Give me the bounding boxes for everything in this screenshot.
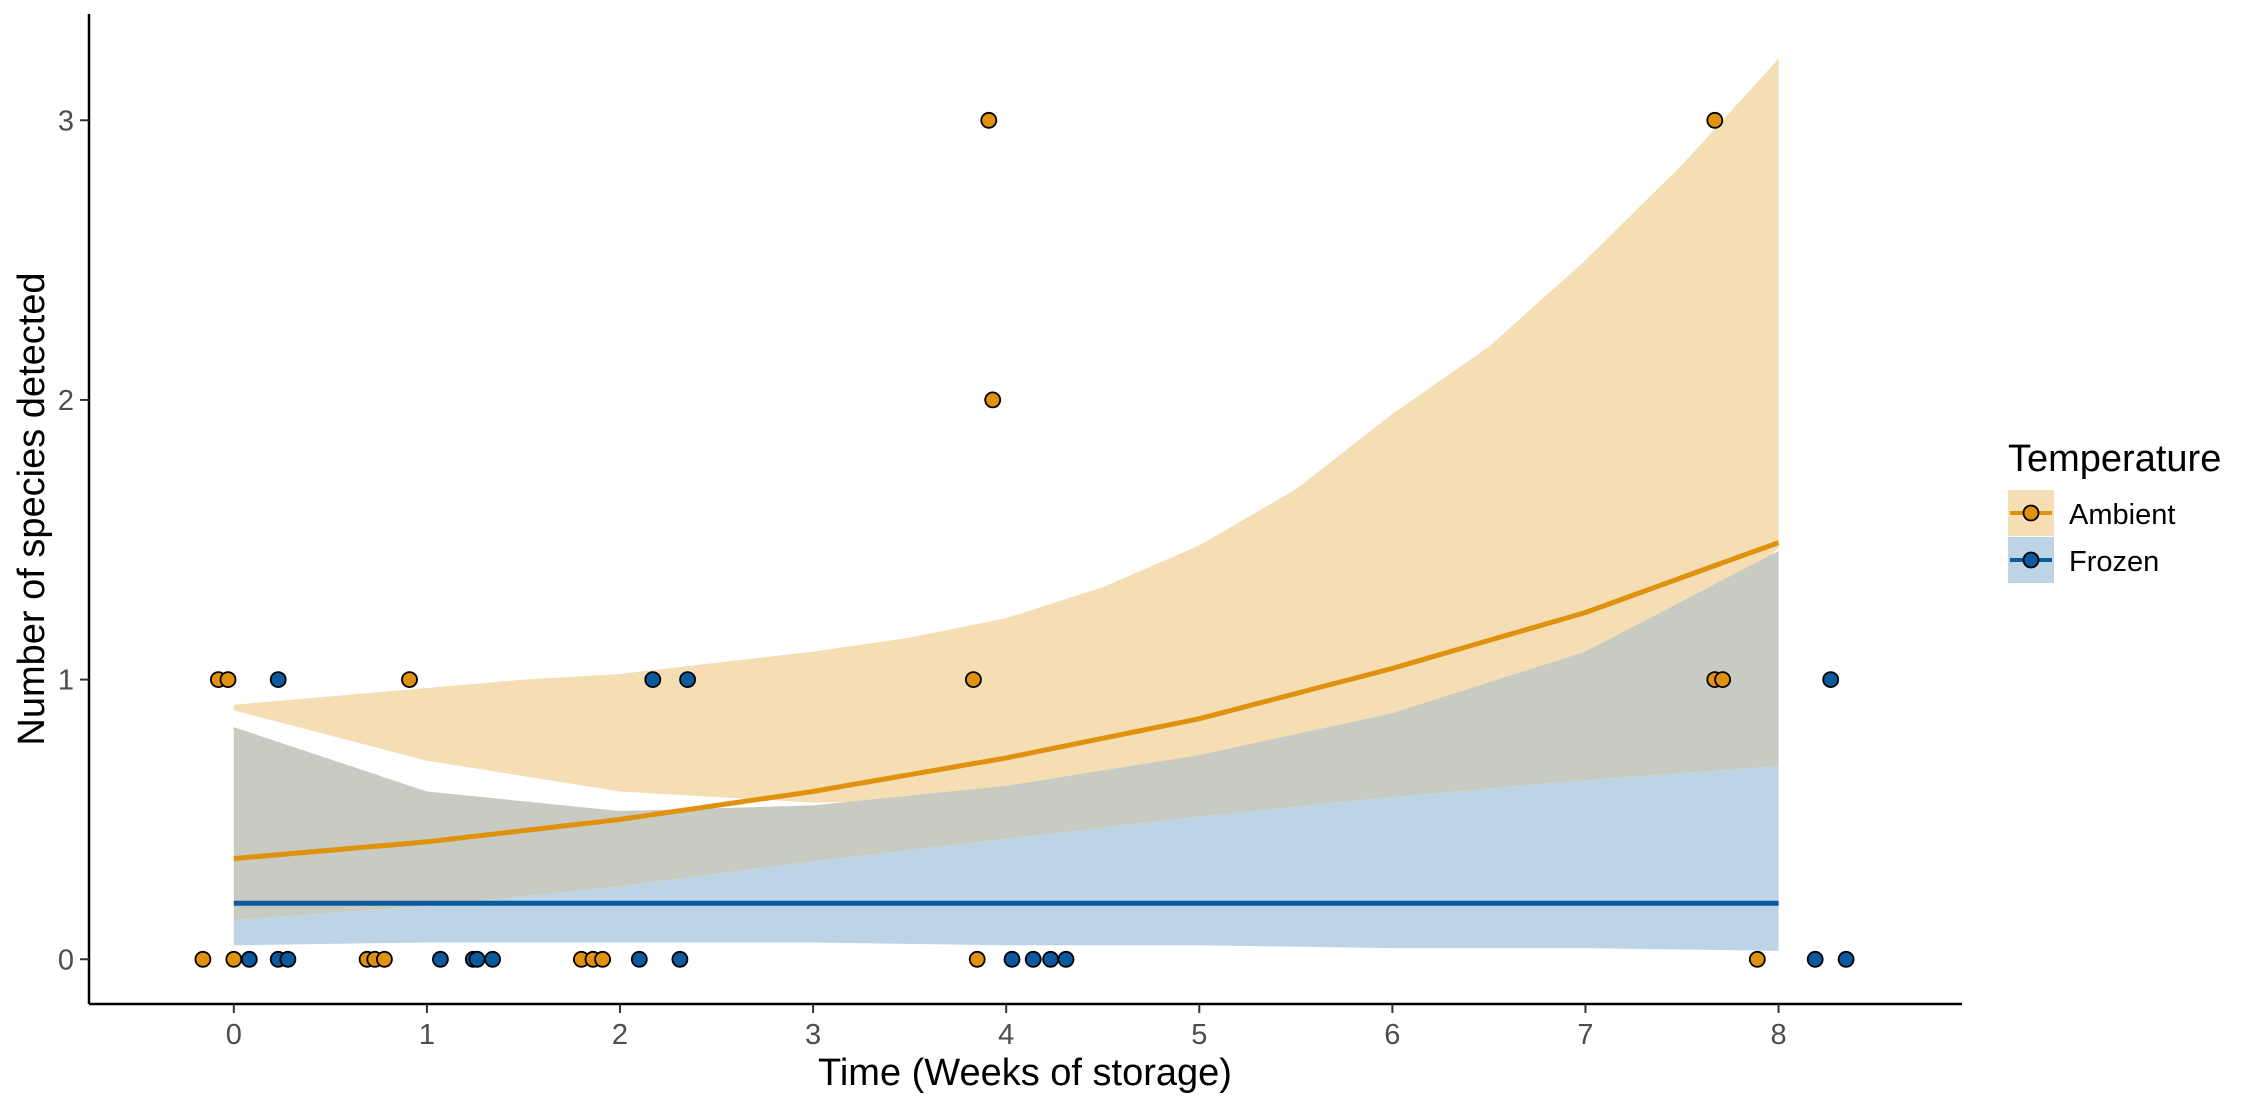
legend: Temperature Ambient Frozen <box>2008 438 2221 583</box>
data-point-frozen <box>468 950 486 968</box>
y-tick-label: 2 <box>58 385 74 417</box>
data-point-ambient <box>401 671 418 688</box>
data-point-ambient <box>194 950 212 968</box>
data-point-ambient <box>225 950 243 968</box>
data-point-ambient <box>219 671 237 688</box>
data-point-frozen <box>630 950 648 968</box>
data-point-frozen <box>1822 671 1840 688</box>
legend-key-frozen-point <box>2022 551 2040 569</box>
x-tick-label: 1 <box>419 1019 435 1051</box>
y-tick-label: 3 <box>58 105 74 137</box>
ambient-fit-line <box>233 540 1780 862</box>
legend-key-ambient-point <box>2022 504 2040 522</box>
data-point-ambient <box>594 950 611 968</box>
data-point-frozen <box>679 671 696 688</box>
x-tick-label: 4 <box>998 1019 1014 1051</box>
overlap-confidence-band <box>233 550 1779 921</box>
data-point-frozen <box>644 671 662 688</box>
y-tick-label: 1 <box>58 665 74 697</box>
data-point-frozen <box>269 671 287 688</box>
data-point-ambient <box>1748 950 1766 968</box>
data-point-frozen <box>1057 950 1075 968</box>
legend-label-frozen: Frozen <box>2069 546 2159 578</box>
data-point-frozen <box>279 950 297 968</box>
x-tick-label: 8 <box>1770 1019 1786 1051</box>
data-point-frozen <box>431 950 449 968</box>
confidence-bands <box>233 58 1779 951</box>
x-tick-label: 3 <box>805 1019 821 1051</box>
data-point-frozen <box>1806 950 1824 968</box>
axis-ticks: 0 1 2 3 4 5 6 7 8 0 1 2 3 <box>58 105 1787 1051</box>
x-axis-title: Time (Weeks of storage) <box>818 1052 1232 1094</box>
ambient-confidence-band <box>233 58 1779 803</box>
data-point-ambient <box>980 111 998 129</box>
data-point-frozen <box>1042 950 1059 968</box>
x-tick-label: 5 <box>1191 1019 1207 1051</box>
data-point-frozen <box>240 950 258 968</box>
data-point-ambient <box>965 671 982 688</box>
data-point-ambient <box>984 391 1002 409</box>
x-tick-label: 0 <box>226 1019 242 1051</box>
data-point-frozen <box>671 950 689 968</box>
y-tick-label: 0 <box>58 944 74 976</box>
data-point-ambient <box>968 950 986 968</box>
fit-lines <box>233 540 1780 906</box>
axes <box>87 14 1962 1006</box>
data-points <box>194 111 1855 968</box>
data-point-ambient <box>1714 671 1731 688</box>
data-point-frozen <box>1024 950 1042 968</box>
data-point-frozen <box>1837 950 1855 968</box>
x-tick-label: 6 <box>1384 1019 1400 1051</box>
x-tick-label: 2 <box>612 1019 628 1051</box>
data-point-frozen <box>1003 950 1021 968</box>
legend-label-ambient: Ambient <box>2069 499 2175 531</box>
x-tick-label: 7 <box>1577 1019 1593 1051</box>
data-point-frozen <box>484 950 502 968</box>
data-point-ambient <box>375 950 393 968</box>
y-axis-title: Number of species detected <box>11 272 53 745</box>
legend-title: Temperature <box>2008 438 2221 480</box>
data-point-ambient <box>1706 111 1724 129</box>
